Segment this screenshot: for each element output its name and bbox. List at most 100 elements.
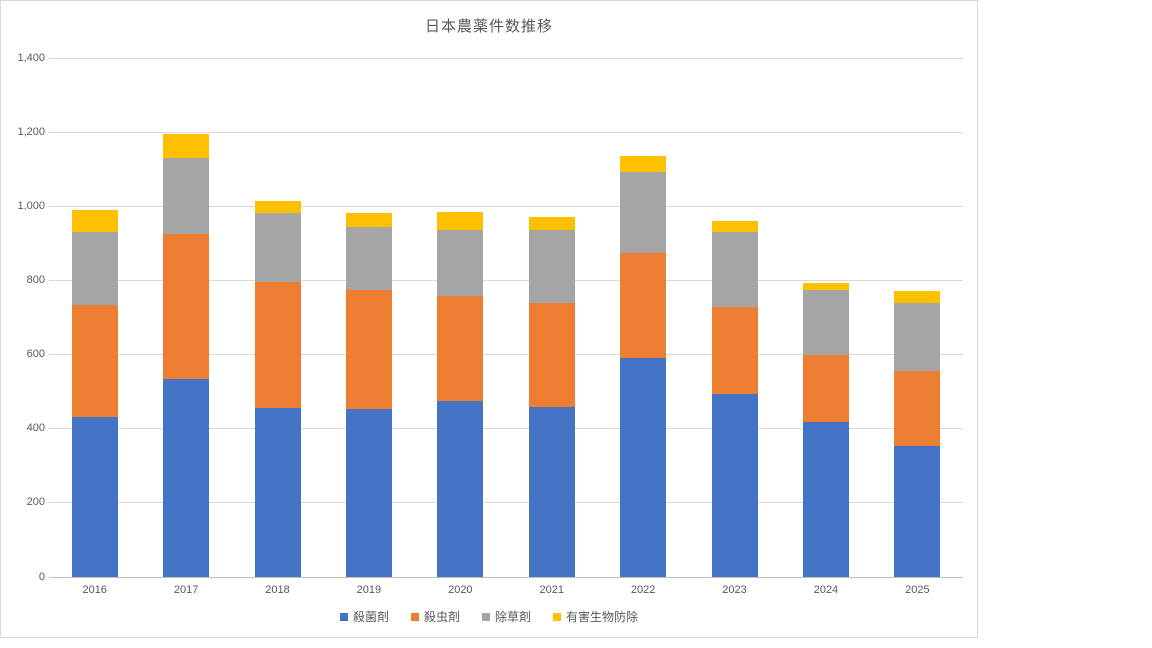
bar-segment-herbicide-2021[interactable]	[528, 230, 575, 303]
bar-segment-pest_control-2022[interactable]	[620, 155, 667, 173]
category-column-2021: 2021	[506, 58, 597, 596]
bar-segment-herbicide-2018[interactable]	[254, 212, 301, 282]
legend-marker-herbicide	[482, 612, 490, 621]
x-axis-tick-label-2024: 2024	[813, 584, 839, 596]
bar-segment-pest_control-2017[interactable]	[163, 134, 210, 159]
x-axis-tick-label-2021: 2021	[539, 584, 564, 596]
bar-segment-insecticide-2016[interactable]	[71, 304, 118, 417]
bar-segment-pest_control-2024[interactable]	[802, 282, 849, 291]
bar-segment-insecticide-2021[interactable]	[528, 302, 575, 407]
stacked-bar-2020[interactable]	[437, 211, 484, 577]
stacked-bar-2022[interactable]	[620, 155, 667, 577]
x-axis-tick-label-2023: 2023	[722, 584, 747, 596]
bar-segment-fungicide-2020[interactable]	[437, 401, 484, 577]
stacked-bar-2023[interactable]	[711, 220, 758, 577]
bar-segment-pest_control-2025[interactable]	[894, 290, 941, 303]
bar-segment-insecticide-2024[interactable]	[802, 354, 849, 423]
bar-segment-insecticide-2023[interactable]	[711, 306, 758, 394]
bar-columns: 2016 2017 2018 2019 2020 2021 2022 2023 2024 2025	[49, 58, 963, 596]
gridline-400	[49, 428, 963, 430]
legend-label-herbicide: 除草剤	[495, 610, 532, 624]
stacked-bar-2024[interactable]	[802, 282, 849, 577]
x-axis-line	[49, 576, 963, 578]
stacked-bar-2025[interactable]	[894, 290, 941, 577]
bar-segment-fungicide-2024[interactable]	[802, 422, 849, 577]
x-axis-tick-label-2020: 2020	[448, 584, 473, 596]
category-column-2016: 2016	[49, 58, 140, 596]
bar-segment-insecticide-2022[interactable]	[620, 253, 667, 358]
bar-segment-herbicide-2016[interactable]	[71, 232, 118, 305]
bar-segment-pest_control-2023[interactable]	[711, 220, 758, 232]
bar-segment-fungicide-2021[interactable]	[528, 406, 575, 577]
y-axis-tick-label: 400	[26, 422, 45, 435]
y-axis-tick-label: 1,200	[17, 125, 45, 138]
bar-segment-fungicide-2016[interactable]	[71, 416, 118, 577]
y-axis-tick-label: 1,400	[17, 51, 45, 64]
bar-segment-pest_control-2021[interactable]	[528, 216, 575, 231]
x-axis-tick-label-2019: 2019	[356, 584, 382, 596]
gridline-600	[49, 354, 963, 356]
bar-segment-fungicide-2019[interactable]	[345, 409, 392, 577]
bar-segment-fungicide-2025[interactable]	[894, 446, 941, 577]
legend-item-insecticide[interactable]: 殺虫剤	[410, 608, 460, 625]
bar-segment-herbicide-2023[interactable]	[711, 231, 758, 307]
legend-label-fungicide: 殺菌剤	[352, 610, 389, 624]
bar-segment-herbicide-2020[interactable]	[437, 230, 484, 297]
stacked-bar-2018[interactable]	[254, 200, 301, 577]
category-column-2020: 2020	[415, 58, 506, 596]
category-column-2018: 2018	[232, 58, 323, 596]
gridline-1000	[49, 205, 963, 207]
gridline-1400	[49, 57, 963, 59]
stacked-bar-2017[interactable]	[163, 134, 210, 577]
bar-segment-insecticide-2025[interactable]	[894, 371, 941, 447]
category-column-2019: 2019	[323, 58, 414, 596]
category-column-2022: 2022	[597, 58, 688, 596]
x-axis-tick-label-2016: 2016	[82, 584, 107, 596]
chart-title[interactable]: 日本農薬件数推移	[424, 18, 553, 35]
y-axis-tick-label: 1,000	[17, 199, 45, 212]
stacked-bar-2016[interactable]	[71, 210, 118, 577]
bar-segment-insecticide-2020[interactable]	[437, 296, 484, 402]
x-axis-tick-label-2025: 2025	[905, 584, 930, 596]
legend-item-herbicide[interactable]: 除草剤	[482, 608, 531, 625]
legend-item-pest_control[interactable]: 有害生物防除	[553, 608, 638, 625]
bar-segment-herbicide-2025[interactable]	[894, 302, 941, 372]
bar-segment-fungicide-2022[interactable]	[620, 357, 667, 577]
bar-segment-herbicide-2019[interactable]	[345, 227, 392, 291]
bar-segment-pest_control-2019[interactable]	[345, 212, 392, 228]
category-column-2023: 2023	[689, 58, 780, 596]
legend-marker-insecticide	[410, 612, 419, 621]
bar-segment-fungicide-2018[interactable]	[254, 408, 301, 577]
category-column-2025: 2025	[872, 58, 963, 596]
x-axis-tick-label-2017: 2017	[173, 584, 199, 596]
category-column-2017: 2017	[140, 58, 231, 596]
bar-segment-herbicide-2017[interactable]	[163, 158, 210, 235]
legend-item-fungicide[interactable]: 殺菌剤	[339, 608, 389, 625]
bar-segment-insecticide-2018[interactable]	[254, 281, 301, 409]
bar-segment-pest_control-2020[interactable]	[437, 211, 484, 231]
plot-area[interactable]: 0 200 400 600 800 1,000 1,200 1,400 2016 2017 2018…	[17, 52, 963, 596]
chart-legend[interactable]: 殺菌剤 殺虫剤 除草剤 有害生物防除	[1, 608, 977, 625]
legend-marker-fungicide	[339, 612, 348, 621]
bar-segment-pest_control-2018[interactable]	[254, 200, 301, 213]
category-column-2024: 2024	[780, 58, 871, 596]
y-axis-tick-label: 800	[26, 273, 45, 286]
gridline-1200	[49, 131, 963, 133]
x-axis-tick-label-2018: 2018	[265, 584, 290, 596]
bar-segment-insecticide-2017[interactable]	[163, 234, 210, 380]
legend-label-pest_control: 有害生物防除	[566, 610, 639, 624]
bar-segment-herbicide-2022[interactable]	[620, 172, 667, 254]
chart-object[interactable]: 日本農薬件数推移 0 200 400 600 800 1,000 1,200 1,400 201…	[0, 0, 978, 638]
gridline-800	[49, 279, 963, 281]
bar-segment-fungicide-2023[interactable]	[711, 393, 758, 577]
stacked-bar-2019[interactable]	[345, 212, 392, 577]
bar-segment-herbicide-2024[interactable]	[802, 290, 849, 355]
bar-segment-insecticide-2019[interactable]	[345, 290, 392, 410]
bar-segment-pest_control-2016[interactable]	[71, 210, 118, 233]
bar-segment-fungicide-2017[interactable]	[163, 379, 210, 577]
legend-label-insecticide: 殺虫剤	[423, 610, 460, 624]
legend-marker-pest_control	[553, 612, 562, 621]
stacked-bar-2021[interactable]	[528, 216, 575, 577]
y-axis-tick-label: 600	[26, 348, 45, 361]
